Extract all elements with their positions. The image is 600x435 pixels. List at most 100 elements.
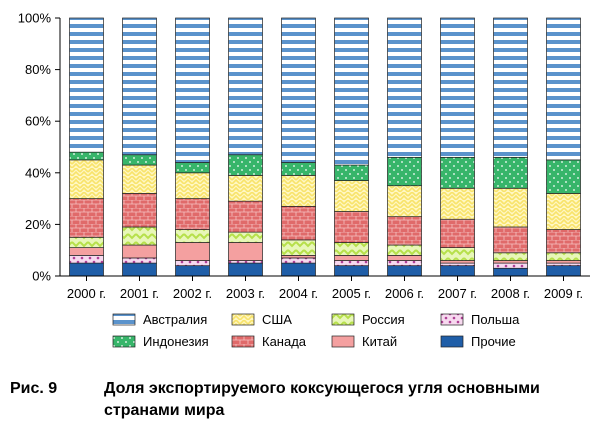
bar-segment-Индонезия: [175, 162, 210, 174]
x-tick-label: 2003 г.: [226, 286, 265, 301]
stacked-bar-chart: 0% 20% 40% 60% 80% 100% 2000 г. 2001 г. 2002 г.…: [18, 11, 590, 349]
bar-segment-Польша: [228, 260, 263, 264]
bar-segment-Индонезия: [334, 164, 369, 181]
bar-segment-США: [122, 164, 157, 194]
y-tick-label: 80%: [25, 62, 51, 77]
bar-segment-Австралия: [334, 17, 369, 166]
bar-segment-Австралия: [387, 17, 422, 158]
bar-segment-Австралия: [440, 17, 475, 158]
bar-segment-США: [175, 172, 210, 199]
legend-label: Прочие: [471, 334, 516, 349]
bar-segment-Канада: [281, 205, 316, 241]
bar-segment-Прочие: [546, 265, 581, 277]
bar-segment-Китай: [228, 242, 263, 261]
bar-segment-США: [69, 159, 104, 199]
bar-segment-Китай: [281, 255, 316, 259]
bar-segment-Канада: [334, 211, 369, 243]
bar-group: [334, 17, 369, 277]
legend-swatch: [440, 313, 464, 326]
legend-label: Польша: [471, 312, 520, 327]
y-tick-label: 60%: [25, 114, 51, 129]
bar-group: [281, 17, 316, 277]
caption-line-1: Доля экспортируемого коксующегося угля о…: [104, 380, 540, 397]
bar-segment-Индонезия: [281, 162, 316, 176]
bar-segment-Прочие: [69, 262, 104, 277]
bar-segment-Польша: [440, 262, 475, 267]
legend-swatch: [112, 313, 136, 326]
bar-segment-Китай: [387, 255, 422, 261]
x-tick-label: 2007 г.: [438, 286, 477, 301]
bar-segment-Россия: [175, 229, 210, 243]
bar-segment-Польша: [175, 260, 210, 267]
x-tick-label: 2001 г.: [120, 286, 159, 301]
y-tick-label: 40%: [25, 165, 51, 180]
bar-segment-Канада: [69, 198, 104, 238]
bar-group: [546, 17, 581, 277]
x-tick-label: 2004 г.: [279, 286, 318, 301]
bar-segment-Канада: [387, 216, 422, 246]
bar-segment-Польша: [493, 262, 528, 269]
legend: Австралия США Россия Польша Индонезия Канада К…: [112, 312, 520, 349]
bar-group: [175, 17, 210, 277]
bar-segment-Канада: [546, 229, 581, 254]
bar-segment-Польша: [69, 255, 104, 264]
bar-group: [440, 17, 475, 277]
bar-segment-США: [493, 187, 528, 228]
bar-segment-Прочие: [493, 267, 528, 277]
bar-group: [122, 17, 157, 277]
bar-segment-Россия: [69, 236, 104, 248]
legend-label: Китай: [362, 334, 397, 349]
x-tick-label: 2009 г.: [544, 286, 583, 301]
bar-segment-США: [281, 175, 316, 207]
bar-segment-Канада: [493, 226, 528, 254]
bar-segment-Польша: [281, 257, 316, 264]
bars: [69, 17, 581, 277]
bar-segment-Австралия: [228, 17, 263, 156]
y-tick-label: 0%: [32, 269, 51, 284]
legend-swatch: [440, 335, 464, 348]
bar-segment-Индонезия: [493, 156, 528, 189]
bar-segment-Прочие: [281, 262, 316, 277]
bar-segment-Канада: [228, 200, 263, 233]
bar-segment-Россия: [493, 252, 528, 261]
legend-swatch: [231, 335, 255, 348]
caption-prefix: Рис. 9: [10, 380, 58, 397]
bar-segment-Австралия: [493, 17, 528, 158]
bar-segment-США: [546, 193, 581, 230]
bar-segment-Россия: [387, 244, 422, 256]
bar-segment-Прочие: [228, 262, 263, 277]
x-tick-label: 2008 г.: [491, 286, 530, 301]
bar-segment-Канада: [122, 193, 157, 228]
bar-segment-Россия: [440, 247, 475, 261]
y-axis: 0% 20% 40% 60% 80% 100%: [18, 11, 61, 284]
bar-segment-Индонезия: [122, 154, 157, 166]
bar-segment-Россия: [281, 239, 316, 256]
bar-segment-Австралия: [122, 17, 157, 156]
bar-segment-Индонезия: [387, 156, 422, 187]
bar-segment-США: [440, 187, 475, 220]
bar-segment-Канада: [175, 198, 210, 230]
x-tick-label: 2006 г.: [385, 286, 424, 301]
legend-label: Австралия: [143, 312, 207, 327]
figure-caption: Рис. 9 Доля экспортируемого коксующегося …: [10, 378, 595, 422]
bar-segment-Польша: [387, 260, 422, 267]
legend-label: Россия: [362, 312, 405, 327]
legend-swatch: [331, 335, 355, 348]
x-axis: 2000 г. 2001 г. 2002 г. 2003 г. 2004 г. 2005 …: [60, 275, 590, 301]
bar-segment-Россия: [546, 252, 581, 261]
caption-line-2: странами мира: [104, 402, 225, 419]
bar-segment-Польша: [122, 257, 157, 264]
bar-segment-Австралия: [175, 17, 210, 163]
bar-segment-Индонезия: [228, 154, 263, 176]
bar-segment-Индонезия: [440, 156, 475, 189]
bar-segment-Прочие: [122, 262, 157, 277]
bar-segment-США: [334, 180, 369, 212]
bar-segment-Россия: [334, 242, 369, 256]
bar-group: [228, 17, 263, 277]
bar-segment-США: [387, 185, 422, 218]
x-tick-label: 2005 г.: [332, 286, 371, 301]
bar-group: [387, 17, 422, 277]
bar-segment-Прочие: [334, 265, 369, 277]
x-tick-label: 2002 г.: [173, 286, 212, 301]
bar-segment-Австралия: [546, 17, 581, 161]
